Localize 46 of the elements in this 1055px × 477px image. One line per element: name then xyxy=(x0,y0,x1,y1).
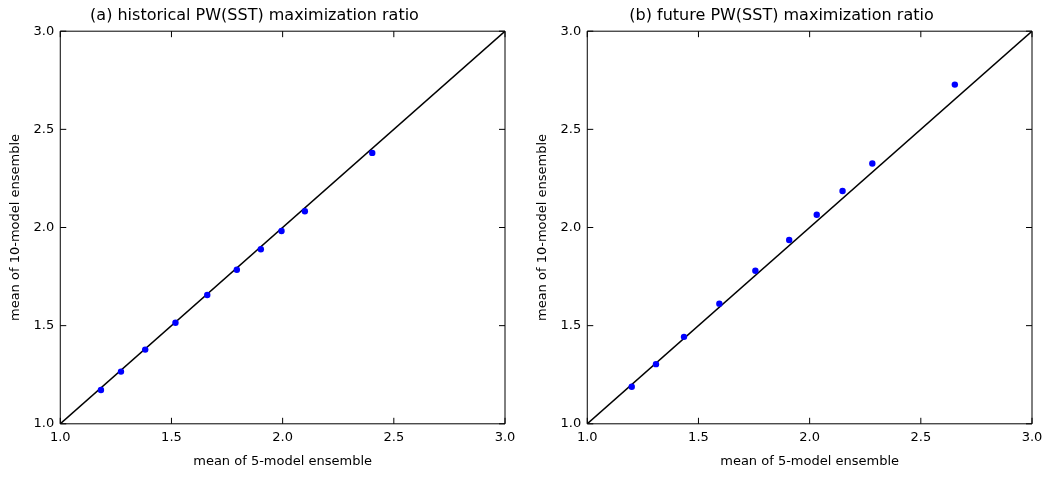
point xyxy=(97,386,105,394)
point xyxy=(233,266,241,273)
y-tick-label: 3.0 xyxy=(33,22,55,38)
point xyxy=(172,319,179,326)
point xyxy=(257,246,265,253)
point xyxy=(839,187,846,195)
x-tick-label: 1.5 xyxy=(688,428,709,444)
chart-title: (b) future PW(SST) maximization ratio xyxy=(629,4,934,24)
point xyxy=(716,300,723,307)
point xyxy=(652,360,660,368)
x-tick-label: 1.0 xyxy=(49,428,71,444)
y-axis-title: mean of 10-model ensemble xyxy=(534,133,550,322)
x-tick-label: 3.0 xyxy=(494,428,516,444)
point xyxy=(785,236,793,244)
y-tick-label: 1.5 xyxy=(560,317,582,333)
y-tick-label: 2.5 xyxy=(33,120,55,136)
x-tick-label: 1.0 xyxy=(576,428,598,444)
y-tick-label: 1.5 xyxy=(33,317,55,333)
x-tick-label: 2.0 xyxy=(272,428,293,444)
point xyxy=(369,149,376,157)
x-tick-label: 3.0 xyxy=(1021,428,1043,444)
point xyxy=(951,81,959,88)
x-tick-label: 2.5 xyxy=(383,428,405,444)
x-axis-title: mean of 5-model ensemble xyxy=(193,452,373,468)
x-tick-label: 2.5 xyxy=(910,428,932,444)
y-tick-label: 1.0 xyxy=(560,415,582,431)
point xyxy=(117,368,125,375)
point xyxy=(628,383,635,390)
y-axis-title: mean of 10-model ensemble xyxy=(7,133,23,322)
x-tick-label: 1.5 xyxy=(161,428,182,444)
point xyxy=(204,291,211,299)
y-tick-label: 2.5 xyxy=(560,120,582,136)
point xyxy=(680,333,688,341)
y-tick-label: 2.0 xyxy=(560,218,582,234)
point xyxy=(142,346,149,353)
y-tick-label: 1.0 xyxy=(33,415,55,431)
y-tick-label: 3.0 xyxy=(560,22,582,38)
point xyxy=(752,267,759,274)
point xyxy=(813,211,820,218)
chart-title: (a) historical PW(SST) maximization ratio xyxy=(90,4,419,24)
point xyxy=(869,160,876,167)
point xyxy=(278,227,285,235)
x-axis-title: mean of 5-model ensemble xyxy=(720,452,900,468)
y-tick-label: 2.0 xyxy=(33,218,55,234)
x-tick-label: 2.0 xyxy=(799,428,820,444)
point xyxy=(301,208,309,215)
